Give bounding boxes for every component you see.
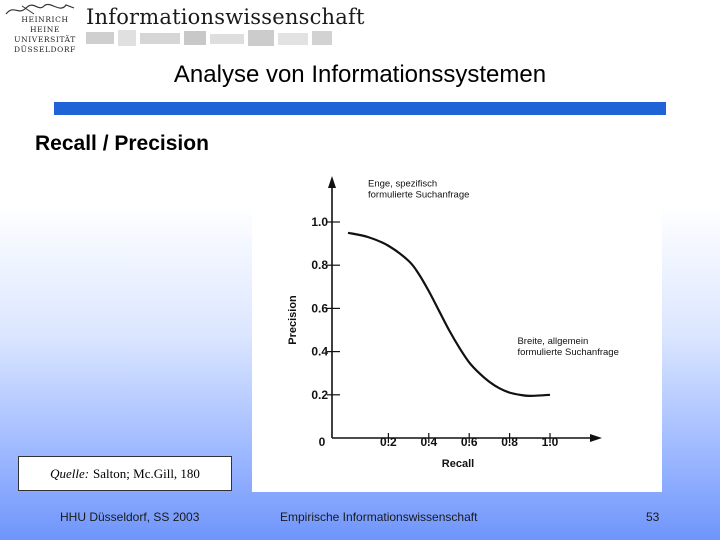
- x-axis-arrow-icon: [590, 434, 602, 442]
- curve-annotation: formulierte Suchanfrage: [368, 189, 469, 200]
- university-logo: HEINRICH HEINE UNIVERSITÄT DÜSSELDORF: [4, 2, 78, 54]
- title-divider: [54, 102, 666, 115]
- header-decoration-icon: [86, 30, 332, 46]
- curve-annotation: Enge, spezifisch: [368, 178, 437, 189]
- source-box: Quelle: Salton; Mc.Gill, 180: [18, 456, 232, 491]
- x-tick-label: 0.6: [461, 435, 478, 449]
- x-tick-label: 0.2: [380, 435, 397, 449]
- y-axis-label: Precision: [287, 295, 299, 345]
- header: HEINRICH HEINE UNIVERSITÄT DÜSSELDORF In…: [0, 0, 720, 54]
- y-tick-label: 1.0: [311, 215, 328, 229]
- recall-precision-chart: 0 0.2 0.4 0.6 0.8 1.0 0.2 0.4 0.6 0.8 1.0 Recall Pre…: [287, 176, 619, 470]
- uni-line-2: UNIVERSITÄT: [14, 35, 76, 44]
- slide-subtitle: Recall / Precision: [35, 132, 209, 155]
- footer-course: Empirische Informationswissenschaft: [280, 510, 478, 524]
- page-number: 53: [646, 510, 660, 524]
- x-tick-label: 1.0: [542, 435, 559, 449]
- x-tick-label: 0.4: [420, 435, 437, 449]
- curve-annotation: Breite, allgemein: [517, 336, 588, 347]
- curve-annotation: formulierte Suchanfrage: [517, 347, 618, 358]
- signature-icon: [5, 3, 75, 15]
- uni-line-3: DÜSSELDORF: [14, 45, 76, 54]
- y-tick-label: 0.6: [311, 301, 328, 315]
- y-tick-label: 0.8: [311, 258, 328, 272]
- uni-line-1: HEINRICH HEINE: [21, 15, 69, 34]
- source-text: Salton; Mc.Gill, 180: [93, 465, 200, 481]
- x-tick-label: 0: [319, 435, 326, 449]
- y-axis-arrow-icon: [328, 176, 336, 188]
- department-title: Informationswissenschaft: [86, 5, 365, 29]
- university-name: HEINRICH HEINE UNIVERSITÄT DÜSSELDORF: [12, 15, 78, 55]
- y-tick-label: 0.2: [311, 388, 328, 402]
- slide-title: Analyse von Informationssystemen: [173, 61, 547, 88]
- y-tick-label: 0.4: [311, 345, 328, 359]
- x-tick-label: 0.8: [501, 435, 518, 449]
- recall-precision-figure: 0 0.2 0.4 0.6 0.8 1.0 0.2 0.4 0.6 0.8 1.0 Recall Pre…: [252, 150, 662, 492]
- precision-recall-curve: [347, 231, 551, 397]
- x-axis-label: Recall: [442, 458, 474, 470]
- source-label: Quelle:: [50, 465, 90, 481]
- footer-institution: HHU Düsseldorf, SS 2003: [60, 510, 200, 524]
